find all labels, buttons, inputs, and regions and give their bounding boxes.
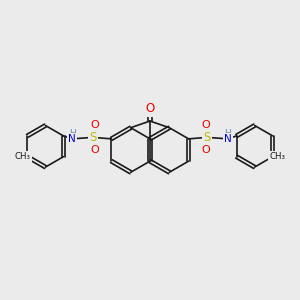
Text: O: O [90, 120, 99, 130]
Text: S: S [89, 131, 97, 144]
Text: H: H [69, 129, 76, 138]
Text: S: S [203, 131, 211, 144]
Text: O: O [201, 145, 210, 155]
Text: O: O [146, 102, 154, 115]
Text: CH₃: CH₃ [270, 152, 286, 161]
Text: O: O [90, 145, 99, 155]
Text: N: N [224, 134, 232, 144]
Text: N: N [68, 134, 76, 144]
Text: H: H [224, 129, 231, 138]
Text: CH₃: CH₃ [14, 152, 30, 161]
Text: O: O [201, 120, 210, 130]
